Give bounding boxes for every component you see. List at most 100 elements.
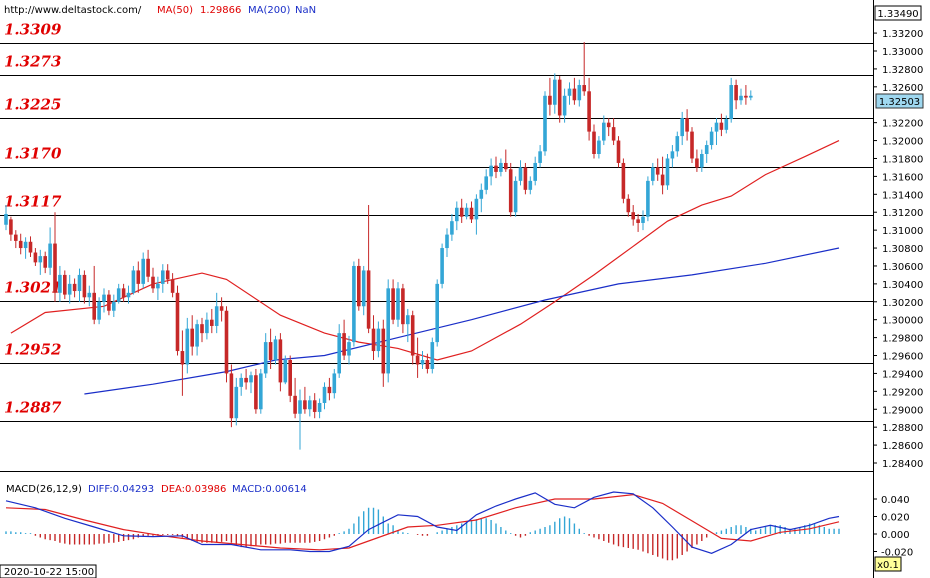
price-tick-label: 1.31200 — [882, 208, 923, 219]
candle-body — [72, 283, 77, 292]
candle-body — [719, 122, 724, 130]
candle-body — [9, 219, 13, 235]
price-tick-label: 1.30600 — [882, 262, 923, 273]
candle-body — [499, 162, 503, 172]
candle-body — [268, 342, 273, 360]
zoom-level: x0.1 — [877, 560, 899, 571]
ma50-line — [10, 140, 840, 361]
candle-body — [523, 167, 528, 190]
candle-body — [53, 243, 57, 293]
candle-body — [18, 240, 23, 249]
candle-body — [82, 274, 87, 298]
candle-body — [582, 85, 586, 92]
candle-body — [641, 216, 645, 223]
candle — [602, 115, 606, 146]
candle — [499, 158, 503, 177]
level-label: 1.3170 — [4, 145, 62, 163]
candle-body — [548, 95, 552, 105]
candle-body — [14, 234, 18, 241]
candle — [205, 312, 209, 340]
candle-body — [38, 256, 43, 263]
candle-body — [156, 283, 160, 289]
macd-tick-label: -0.020 — [881, 548, 913, 559]
candle — [28, 236, 33, 257]
candlesticks — [4, 42, 753, 450]
candle — [479, 183, 484, 213]
macd-axis-ticks: 0.040 0.020 0.000 -0.020 — [873, 495, 913, 559]
candle-body — [146, 258, 150, 277]
candle — [92, 265, 96, 325]
macd-tick-label: 0.020 — [881, 513, 910, 524]
price-tick-label: 1.29000 — [882, 405, 923, 416]
candle-body — [543, 95, 547, 152]
price-tick-label: 1.31400 — [882, 190, 923, 201]
candle — [611, 118, 616, 146]
candle-body — [180, 351, 185, 365]
candle — [87, 285, 92, 307]
top-price-label: 1.33490 — [877, 9, 918, 20]
candle-body — [371, 328, 376, 352]
candle-body — [577, 85, 582, 101]
candle — [376, 321, 381, 358]
candle-body — [602, 122, 606, 141]
candle — [249, 371, 253, 394]
candle-body — [700, 154, 704, 168]
candle — [474, 194, 479, 235]
price-tick-label: 1.28800 — [882, 423, 923, 434]
candle — [303, 386, 307, 414]
candle-body — [386, 288, 390, 374]
candle-body — [214, 306, 219, 326]
candle-body — [557, 79, 562, 116]
candle-body — [479, 189, 484, 199]
candle — [410, 310, 415, 365]
chart-header: http://www.deltastock.com/ MA(50) 1.2986… — [4, 5, 316, 16]
price-tick-label: 1.31000 — [882, 226, 923, 237]
candle-body — [709, 131, 714, 146]
candle — [729, 77, 733, 123]
level-label: 1.3117 — [4, 193, 62, 211]
candle-body — [592, 131, 596, 154]
candle — [327, 377, 332, 401]
candle — [283, 355, 288, 385]
ma50-label: MA(50) — [157, 5, 193, 16]
candle-body — [249, 375, 253, 383]
candle-body — [229, 373, 234, 419]
candle-body — [415, 355, 420, 365]
candle — [308, 395, 312, 417]
candle — [107, 290, 111, 316]
candle — [371, 315, 376, 360]
candle — [263, 333, 268, 378]
candle — [636, 214, 640, 232]
candle-body — [165, 270, 170, 280]
candle-body — [97, 301, 101, 320]
moving-averages — [10, 140, 840, 395]
zoom-box[interactable] — [874, 556, 902, 572]
candle — [597, 136, 601, 159]
candle-body — [587, 91, 591, 132]
candle-body — [680, 118, 684, 137]
candle-body — [254, 375, 258, 410]
candle — [553, 73, 557, 114]
candle-body — [77, 274, 82, 292]
candle — [508, 162, 513, 217]
candle — [126, 285, 131, 304]
candle-body — [317, 402, 322, 412]
candle — [621, 158, 626, 204]
candle — [665, 154, 670, 190]
candle — [606, 118, 611, 137]
candle-body — [200, 324, 204, 334]
candle — [504, 149, 508, 172]
candle — [440, 243, 444, 289]
candle-body — [298, 400, 302, 414]
candle — [680, 111, 684, 146]
level-label: 1.2887 — [4, 399, 62, 417]
price-tick-label: 1.32200 — [882, 119, 923, 130]
candle — [690, 127, 694, 163]
candle — [562, 88, 567, 123]
site-url[interactable]: http://www.deltastock.com/ — [4, 5, 142, 16]
candle — [641, 210, 645, 231]
candle-body — [131, 270, 136, 293]
price-axis[interactable]: 1.33200 1.33000 1.32800 1.32600 1.32200 1.320… — [873, 0, 924, 578]
candle-body — [704, 145, 709, 154]
